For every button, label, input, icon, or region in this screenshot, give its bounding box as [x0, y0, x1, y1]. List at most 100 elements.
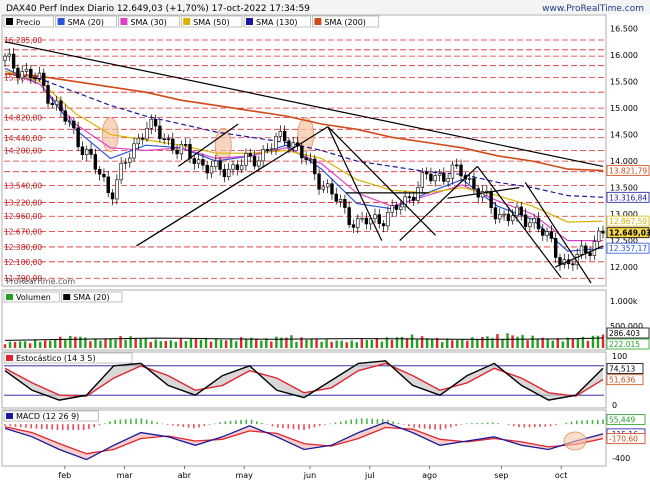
- candle-body: [80, 146, 85, 156]
- trend-line: [327, 126, 383, 241]
- volume-legend: Volumen SMA (20): [3, 291, 123, 303]
- brand-link[interactable]: www.ProRealTime.com: [542, 4, 644, 14]
- trend-line: [554, 245, 604, 268]
- candle-body: [257, 160, 261, 167]
- volume-bar: [3, 344, 7, 348]
- macd-histogram-bar: [397, 423, 400, 425]
- volume-bar: [54, 339, 57, 348]
- price-tag-label: 12.357,17: [609, 244, 647, 253]
- candle-body: [528, 222, 532, 228]
- macd-tick-label: -400: [612, 454, 630, 463]
- volume-tag-label: 222.015: [609, 340, 640, 349]
- macd-lines: [4, 418, 604, 461]
- volume-bar: [551, 340, 554, 348]
- candle-body: [140, 137, 145, 140]
- legend-box: [3, 291, 60, 303]
- volume-bar: [360, 339, 363, 348]
- volume-bar: [370, 339, 374, 348]
- candle-body: [16, 67, 20, 79]
- candle-body: [227, 168, 231, 177]
- volume-bar: [69, 335, 72, 348]
- price-tick-label: 14.500: [610, 131, 638, 140]
- macd-histogram-bar: [198, 424, 200, 428]
- candle-body: [171, 138, 175, 151]
- macd-histogram-bar: [596, 419, 599, 425]
- volume-tick-label: 500.000: [610, 322, 643, 331]
- candle-body: [532, 218, 536, 224]
- macd-histogram-bar: [350, 419, 353, 425]
- macd-histogram-bar: [450, 424, 452, 428]
- volume-bar: [340, 340, 343, 348]
- volume-bar: [451, 340, 454, 348]
- macd-histogram-bar: [61, 424, 64, 431]
- candle-body: [601, 230, 605, 234]
- legend-swatch: [57, 18, 65, 25]
- x-tick-label: jun: [303, 471, 316, 480]
- macd-histogram-bar: [465, 423, 468, 425]
- legend-swatch: [183, 18, 191, 25]
- volume-bar: [33, 339, 37, 348]
- price-tick-label: 12.000: [610, 263, 638, 272]
- macd-histogram-bar: [513, 424, 515, 427]
- candle-body: [119, 162, 123, 181]
- trend-line: [136, 163, 269, 247]
- left-level-labels: 16.285,0015.580,0014.820,0014.440,0014.2…: [4, 36, 42, 283]
- legend-label: Estocástico (14 3 5): [16, 354, 96, 363]
- volume-bar: [601, 334, 605, 348]
- candle-body: [231, 164, 235, 170]
- volume-bar: [400, 336, 404, 348]
- candle-body: [519, 206, 523, 216]
- macd-histogram-bar: [586, 420, 589, 425]
- candle-body: [59, 100, 63, 112]
- macd-histogram-bar: [460, 424, 463, 425]
- price-tick-label: 15.000: [610, 104, 638, 113]
- volume-bar: [466, 340, 469, 348]
- macd-histogram-bar: [166, 424, 169, 425]
- macd-main-line: [4, 421, 604, 461]
- macd-tags: 55,449-115,16-170,60: [606, 414, 646, 444]
- candle-body: [545, 231, 549, 236]
- macd-axis: -400: [612, 454, 630, 463]
- candle-body: [282, 130, 287, 142]
- volume-bar: [385, 337, 389, 348]
- macd-histogram-bar: [9, 424, 12, 427]
- macd-histogram-bar: [214, 423, 216, 425]
- volume-bar: [285, 337, 288, 348]
- candle-body: [132, 143, 136, 159]
- macd-histogram-bar: [245, 419, 248, 425]
- candle-body: [394, 205, 399, 210]
- macd-histogram-bar: [224, 421, 227, 425]
- volume-bar: [189, 338, 193, 348]
- macd-histogram-bar: [339, 421, 342, 425]
- macd-fill: [5, 422, 603, 460]
- x-tick-label: jul: [364, 471, 375, 480]
- sma-line: [4, 70, 604, 223]
- macd-histogram-bar: [172, 424, 174, 426]
- legend-label: SMA (50): [193, 18, 229, 27]
- candle-body: [85, 149, 89, 156]
- x-tick-label: ago: [422, 471, 437, 480]
- macd-histogram-bar: [523, 424, 526, 428]
- x-tick-label: sep: [494, 471, 508, 480]
- volume-bar: [315, 339, 318, 348]
- price-tag-label: 13.821,79: [609, 167, 647, 176]
- trend-line: [178, 123, 239, 167]
- volume-bar: [491, 338, 494, 348]
- candle-body: [433, 175, 437, 182]
- macd-histogram-bar: [119, 419, 122, 425]
- price-tick-label: 14.000: [610, 157, 638, 166]
- legend-box: [3, 352, 133, 364]
- sma-lines: [4, 67, 604, 252]
- candle-body: [330, 183, 334, 195]
- candle-body: [536, 218, 541, 230]
- candle-body: [403, 196, 407, 208]
- macd-histogram-bar: [219, 422, 221, 425]
- candle-body: [579, 245, 584, 255]
- candle-body: [321, 186, 326, 190]
- candle-body: [291, 142, 295, 148]
- macd-histogram-bar: [402, 424, 405, 425]
- candle-body: [364, 217, 369, 225]
- volume-bar: [581, 336, 585, 348]
- macd-histogram-bar: [114, 419, 116, 425]
- volume-bar: [300, 337, 303, 348]
